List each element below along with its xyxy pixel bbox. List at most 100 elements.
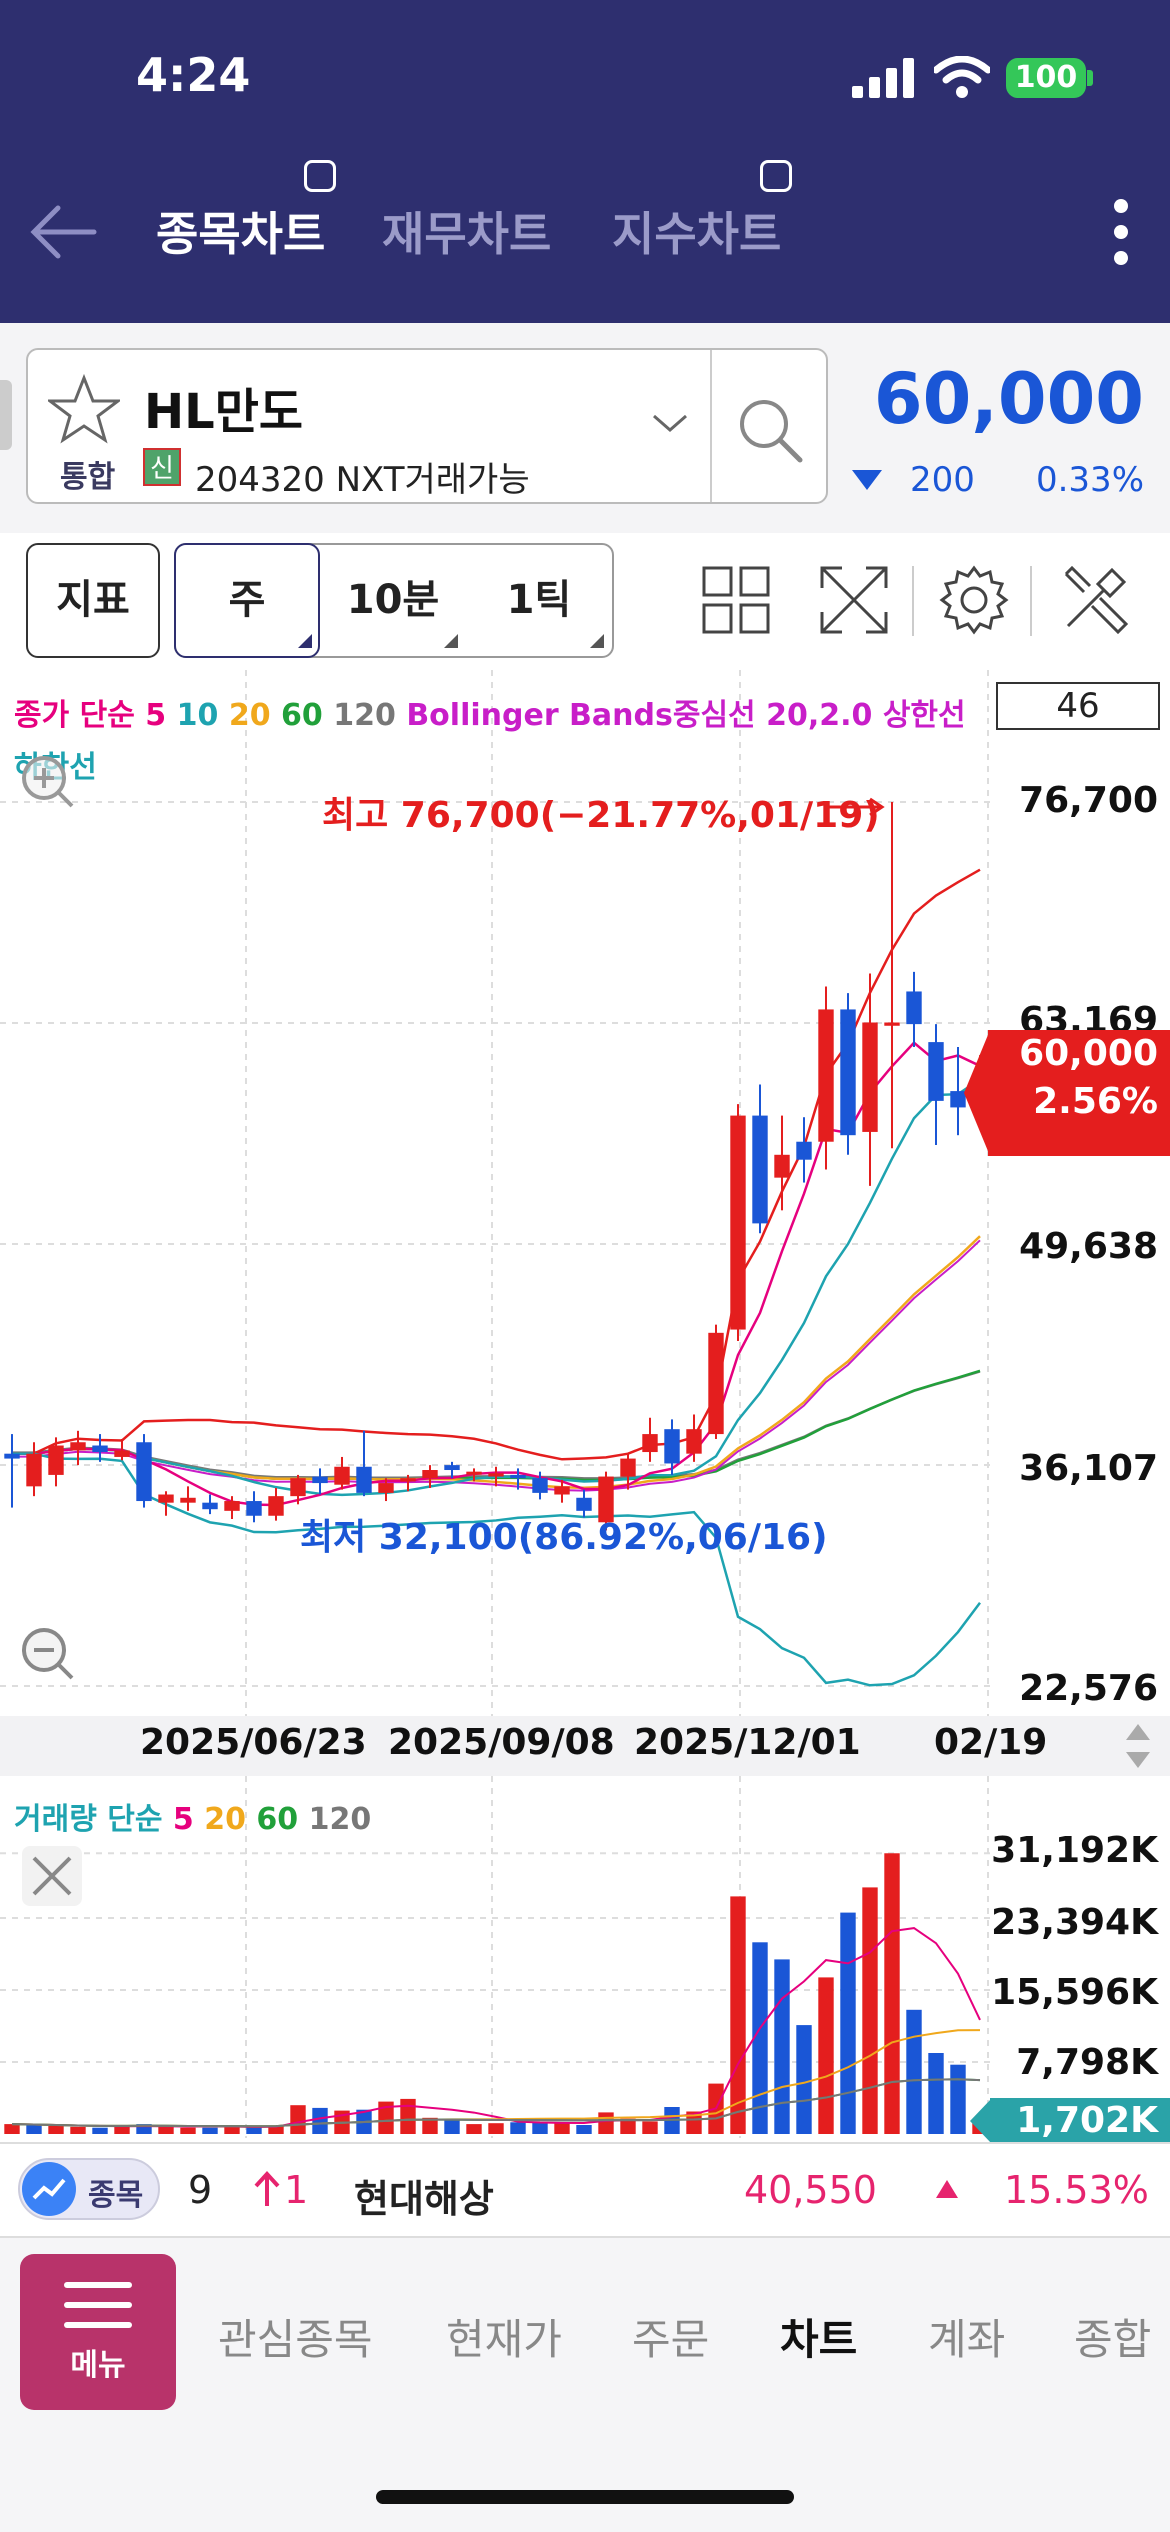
legend-item: 5 xyxy=(172,1802,205,1837)
tab-stock-chart[interactable]: 종목차트 xyxy=(156,207,326,261)
tab-financial-chart[interactable]: 재무차트 xyxy=(382,207,552,261)
price-chart[interactable] xyxy=(0,670,1170,1716)
x-axis-label: 2025/09/08 xyxy=(388,1722,615,1763)
chevron-down-icon[interactable] xyxy=(650,410,690,436)
volume-bar xyxy=(928,2053,944,2134)
bollinger-lower-line xyxy=(12,1452,981,1687)
candle-count[interactable]: 46 xyxy=(996,682,1160,730)
battery-icon: 100 xyxy=(1006,58,1086,98)
price-tag-pointer xyxy=(964,1030,990,1156)
divider xyxy=(1030,566,1032,636)
volume-bar xyxy=(950,2064,966,2134)
volume-bar xyxy=(268,2125,284,2134)
nav-account[interactable]: 계좌 xyxy=(928,2315,1006,2364)
menu-icon xyxy=(64,2282,132,2288)
candle-body xyxy=(202,1502,218,1510)
candle-body xyxy=(576,1497,592,1511)
candle-body xyxy=(598,1476,614,1523)
volume-bar xyxy=(510,2122,526,2134)
legend-item: 120 xyxy=(333,698,407,733)
corner-mark xyxy=(444,634,458,648)
layout-grid-icon[interactable] xyxy=(696,560,776,640)
candle-body xyxy=(70,1442,86,1451)
favorite-star-icon[interactable] xyxy=(48,374,120,444)
zoom-in-icon[interactable] xyxy=(18,752,78,812)
candle-body xyxy=(114,1450,130,1457)
ma10-line xyxy=(12,1078,981,1497)
ticker-bar[interactable] xyxy=(0,2142,1170,2238)
tick-button[interactable]: 1틱 xyxy=(506,577,572,623)
volume-bar xyxy=(422,2117,438,2134)
period-weekly-button[interactable]: 주 xyxy=(174,543,320,658)
candle-body xyxy=(884,1022,900,1026)
menu-icon xyxy=(64,2322,132,2328)
ticker-rank: 9 xyxy=(188,2168,213,2212)
interval-10min-button[interactable]: 10분 xyxy=(346,577,440,623)
volume-bar xyxy=(774,1959,790,2134)
volume-bar xyxy=(400,2098,416,2134)
candle-body xyxy=(378,1483,394,1493)
volume-bar xyxy=(796,2025,812,2134)
volume-bar xyxy=(92,2127,108,2134)
price-change: 200 xyxy=(910,460,975,500)
nav-current-price[interactable]: 현재가 xyxy=(446,2315,562,2364)
candle-body xyxy=(796,1141,812,1160)
zoom-out-icon[interactable] xyxy=(18,1624,78,1684)
corner-mark xyxy=(298,634,312,648)
volume-bar xyxy=(840,1912,856,2134)
volume-bar xyxy=(224,2125,240,2134)
y-axis-label: 36,107 xyxy=(1019,1448,1158,1489)
candle-body xyxy=(664,1429,680,1464)
high-annotation: 최고 76,700(−21.77%,01/19) xyxy=(322,795,880,836)
ticker-rank-move: 1 xyxy=(284,2168,309,2212)
x-axis-label: 02/19 xyxy=(934,1722,1048,1763)
candle-body xyxy=(48,1445,64,1475)
tools-icon[interactable] xyxy=(1054,560,1134,640)
nav-overview[interactable]: 종합 xyxy=(1074,2315,1152,2364)
close-icon[interactable] xyxy=(22,1846,82,1906)
volume-bar xyxy=(620,2118,636,2134)
legend-item: 5 xyxy=(145,698,177,733)
volume-bar xyxy=(4,2124,20,2134)
nav-watchlist[interactable]: 관심종목 xyxy=(218,2315,373,2364)
side-handle[interactable] xyxy=(0,380,12,450)
chart-legend: 종가 단순 5 10 20 60 120 Bollinger Bands중심선 … xyxy=(14,690,966,734)
volume-bar xyxy=(444,2120,460,2134)
header-bar: 4:24 100 종목차트 재무차트 지수차트 xyxy=(0,0,1170,323)
volume-bar xyxy=(884,1853,900,2134)
back-arrow-icon[interactable] xyxy=(28,200,100,264)
candle-body xyxy=(422,1470,438,1479)
tab-index-chart[interactable]: 지수차트 xyxy=(612,207,782,261)
candle-body xyxy=(466,1471,482,1475)
volume-bar xyxy=(180,2127,196,2134)
candle-body xyxy=(642,1434,658,1453)
ticker-price: 40,550 xyxy=(744,2168,877,2212)
ma5-line xyxy=(12,1041,981,1507)
volume-bar xyxy=(202,2127,218,2134)
volume-bar xyxy=(378,2101,394,2134)
indicator-button[interactable]: 지표 xyxy=(26,543,160,658)
legend-item: 종가 단순 xyxy=(14,698,146,733)
menu-button[interactable] xyxy=(20,2254,176,2410)
legend-item: Bollinger Bands중심선 20,2.0 상한선 xyxy=(406,698,966,733)
volume-bar xyxy=(246,2126,262,2134)
legend-item: 60 xyxy=(256,1802,309,1837)
credit-badge: 신 xyxy=(143,448,181,486)
volume-chart[interactable] xyxy=(0,1776,1170,2138)
search-icon[interactable] xyxy=(736,396,806,466)
candle-body xyxy=(312,1476,328,1484)
candle-body xyxy=(752,1115,768,1224)
more-vertical-icon[interactable] xyxy=(1100,196,1142,268)
volume-ma120-line xyxy=(11,2078,981,2128)
settings-gear-icon[interactable] xyxy=(934,560,1014,640)
fullscreen-icon[interactable] xyxy=(814,560,894,640)
legend-item: 거래량 단순 xyxy=(14,1802,173,1837)
new-window-icon xyxy=(304,160,336,192)
arrow-right-icon xyxy=(826,797,885,817)
nav-chart[interactable]: 차트 xyxy=(780,2315,858,2364)
y-axis-label: 76,700 xyxy=(1019,780,1158,821)
nav-order[interactable]: 주문 xyxy=(632,2315,710,2364)
volume-ma5-line xyxy=(11,1927,981,2128)
legend-item: 120 xyxy=(308,1802,372,1837)
scroll-updown-icon[interactable] xyxy=(1118,1720,1158,1772)
